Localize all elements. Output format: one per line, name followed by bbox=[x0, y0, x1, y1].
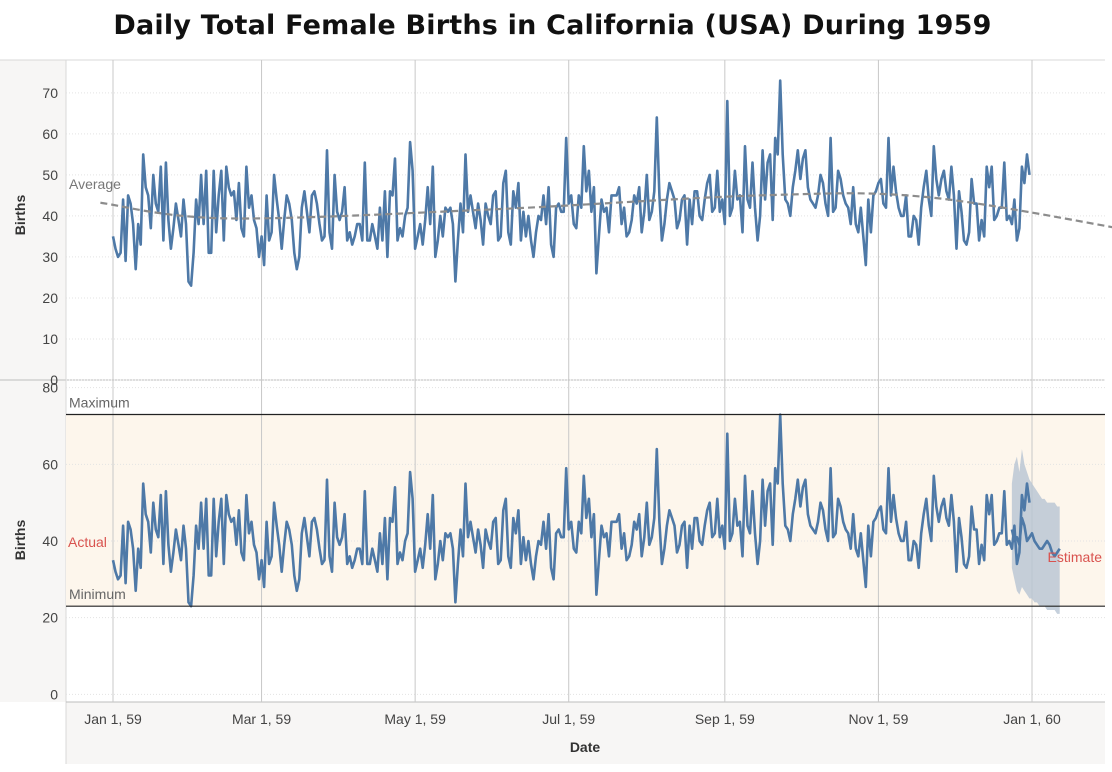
average-label: Average bbox=[69, 176, 121, 192]
x-tick-label: May 1, 59 bbox=[384, 711, 446, 727]
estimate-annotation: Estimate bbox=[1048, 549, 1103, 565]
y-tick-label: 20 bbox=[42, 290, 58, 306]
x-tick-label: Sep 1, 59 bbox=[695, 711, 755, 727]
y-tick-label: 20 bbox=[42, 610, 58, 626]
actual-annotation: Actual bbox=[68, 534, 107, 550]
x-axis-strip bbox=[66, 702, 1105, 764]
maximum-label: Maximum bbox=[69, 395, 130, 411]
y-tick-label: 80 bbox=[42, 380, 58, 396]
x-axis-label: Date bbox=[570, 739, 601, 755]
forecast-line bbox=[1010, 516, 1061, 558]
chart-title: Daily Total Female Births in California … bbox=[113, 10, 992, 41]
average-line bbox=[100, 192, 1112, 229]
y-tick-label: 50 bbox=[42, 167, 58, 183]
y-tick-label: 60 bbox=[42, 126, 58, 142]
y-tick-label: 40 bbox=[42, 533, 58, 549]
y-axis-strip bbox=[0, 60, 66, 702]
y-tick-label: 0 bbox=[50, 686, 58, 702]
y-tick-label: 40 bbox=[42, 208, 58, 224]
forecast-band bbox=[1011, 449, 1060, 614]
x-tick-label: Nov 1, 59 bbox=[848, 711, 908, 727]
x-tick-label: Mar 1, 59 bbox=[232, 711, 291, 727]
minimum-label: Minimum bbox=[69, 586, 126, 602]
y-tick-label: 60 bbox=[42, 456, 58, 472]
x-tick-label: Jan 1, 59 bbox=[84, 711, 142, 727]
bottom-y-axis-label: Births bbox=[12, 520, 28, 561]
y-tick-label: 10 bbox=[42, 331, 58, 347]
top-y-axis-label: Births bbox=[12, 195, 28, 236]
y-tick-label: 30 bbox=[42, 249, 58, 265]
x-tick-label: Jul 1, 59 bbox=[542, 711, 595, 727]
x-tick-label: Jan 1, 60 bbox=[1003, 711, 1061, 727]
bottom-series-line bbox=[111, 413, 1031, 608]
y-tick-label: 70 bbox=[42, 85, 58, 101]
y-tick-label: 0 bbox=[50, 372, 58, 388]
top-series-line bbox=[111, 79, 1031, 287]
